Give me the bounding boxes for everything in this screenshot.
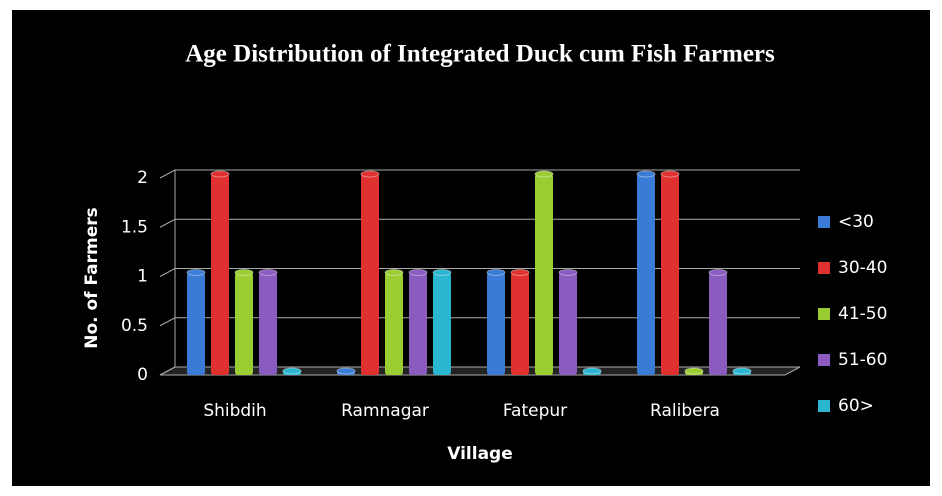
bar bbox=[409, 272, 427, 375]
bar bbox=[235, 272, 253, 375]
y-tick-label: 1 bbox=[137, 267, 148, 287]
bar-cap bbox=[708, 269, 728, 276]
y-axis-title: No. of Farmers bbox=[82, 207, 102, 349]
legend-label: 30-40 bbox=[838, 258, 887, 278]
bar-cap bbox=[258, 269, 278, 276]
bar-cap bbox=[558, 269, 578, 276]
bar-cap bbox=[636, 170, 656, 178]
bar bbox=[433, 272, 451, 375]
bar bbox=[487, 272, 505, 375]
bar bbox=[535, 174, 553, 375]
chart-background bbox=[12, 10, 930, 486]
bar-cap bbox=[486, 269, 506, 276]
x-tick-label: Shibdih bbox=[203, 401, 266, 421]
bar bbox=[211, 174, 229, 375]
legend-swatch bbox=[818, 262, 830, 274]
bar-cap bbox=[660, 170, 680, 178]
bar bbox=[637, 174, 655, 375]
grid-line bbox=[159, 169, 800, 179]
x-tick-label: Ramnagar bbox=[341, 401, 429, 421]
bar-cap bbox=[732, 367, 752, 375]
legend-swatch bbox=[818, 308, 830, 320]
bar-cap bbox=[684, 367, 704, 375]
bar-cap bbox=[384, 269, 404, 276]
bar-cap bbox=[408, 269, 428, 276]
y-tick-label: 2 bbox=[137, 168, 148, 188]
bar-cap bbox=[210, 170, 230, 178]
bar bbox=[661, 174, 679, 375]
bar bbox=[385, 272, 403, 375]
grid-line bbox=[159, 366, 800, 376]
grid-line bbox=[159, 268, 800, 277]
bar-cap bbox=[336, 367, 356, 375]
legend-swatch bbox=[818, 216, 830, 228]
bar-cap bbox=[234, 269, 254, 276]
legend-swatch bbox=[818, 354, 830, 366]
y-tick-label: 1.5 bbox=[121, 217, 148, 237]
legend-label: 51-60 bbox=[838, 350, 887, 370]
bar-cap bbox=[582, 367, 602, 375]
legend-label: <30 bbox=[838, 212, 874, 232]
bar-cap bbox=[534, 170, 554, 178]
y-tick-label: 0.5 bbox=[121, 316, 148, 336]
x-tick-label: Ralibera bbox=[650, 401, 720, 421]
bar bbox=[259, 272, 277, 375]
x-axis-title: Village bbox=[447, 444, 513, 464]
bar bbox=[559, 272, 577, 375]
bar-cap bbox=[360, 170, 380, 178]
grid-line bbox=[159, 317, 800, 327]
grid-line bbox=[159, 218, 800, 228]
bar bbox=[511, 272, 529, 375]
bar bbox=[187, 272, 205, 375]
bar-cap bbox=[510, 269, 530, 276]
bar-cap bbox=[282, 367, 302, 375]
floor bbox=[159, 366, 801, 376]
x-tick-label: Fatepur bbox=[503, 401, 567, 421]
legend-label: 60> bbox=[838, 396, 874, 416]
bar-cap bbox=[432, 269, 452, 276]
chart-title: Age Distribution of Integrated Duck cum … bbox=[185, 41, 775, 68]
legend-swatch bbox=[818, 400, 830, 412]
bar bbox=[361, 174, 379, 375]
y-tick-label: 0 bbox=[137, 365, 148, 385]
legend-label: 41-50 bbox=[838, 304, 887, 324]
bar bbox=[709, 272, 727, 375]
bar-cap bbox=[186, 269, 206, 276]
